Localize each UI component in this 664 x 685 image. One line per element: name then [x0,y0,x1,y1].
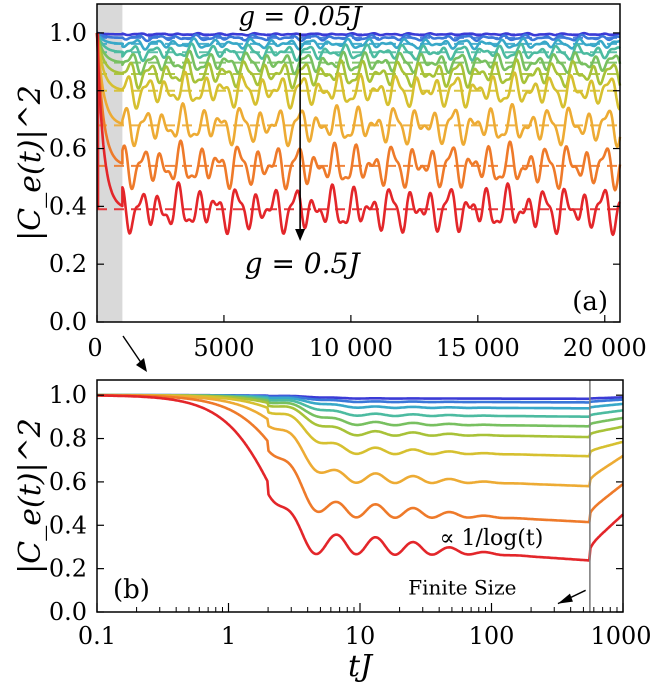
finite-size-label: Finite Size [408,576,516,600]
y-tick-label: 0.6 [49,135,87,163]
y-tick-label: 0.0 [49,308,87,336]
series-line-g-0.25 [95,32,622,76]
x-tick-label: 5000 [193,334,254,362]
series-line-g-0.45 [96,394,624,524]
y-tick-label: 1.0 [49,19,87,47]
y-tick-label: 0.8 [49,425,87,453]
series-line-g-0.05 [96,31,621,37]
y-tick-label: 0.0 [49,598,87,626]
series-line-g-0.1 [96,31,621,43]
panel-a-frame [96,3,621,323]
series-line-g-0.15 [95,32,621,51]
log-scaling-label: ∝ 1/log(t) [440,526,544,551]
zoom-connector-arrowhead [136,358,147,372]
g-increase-arrowhead [295,229,306,242]
panel-b-label: (b) [113,575,150,605]
panel-a-label: (a) [572,287,608,317]
panel-b-series [96,393,624,562]
series-line-g-0.2 [95,32,621,63]
x-tick-label: 1000 [590,622,651,650]
panel-b-y-ticks: 0.0 0.2 0.4 0.6 0.8 1.0 [49,381,623,626]
y-tick-label: 0.2 [49,250,87,278]
series-line-g-0.3 [95,32,622,90]
label-g-small: g = 0.05J [238,2,363,32]
series-line-g-0.45 [95,32,622,192]
panel-b-x-label: tJ [348,649,374,684]
x-tick-label: 10 [345,622,376,650]
x-tick-label: 1 [221,622,236,650]
panel-a-series [95,31,622,237]
series-line-g-0.4 [95,32,622,149]
finite-size-arrowhead [557,593,573,604]
panel-a-y-ticks: 0.0 0.2 0.4 0.6 0.8 1.0 [49,19,620,336]
y-tick-label: 0.2 [49,555,87,583]
panel-a-y-label: |C_e(t)|^2 [13,85,48,241]
y-tick-label: 1.0 [49,381,87,409]
y-tick-label: 0.6 [49,468,87,496]
panel-a-x-ticks: 0 5000 10 000 15 000 20 000 [87,315,647,362]
panel-b-y-label: |C_e(t)|^2 [13,418,48,574]
panel-a: 0.0 0.2 0.4 0.6 0.8 1.0 0 5000 10 000 15 000 20 0… [13,2,647,362]
panel-b: 0.0 0.2 0.4 0.6 0.8 1.0 0.1 1 10 100 1000 ∝ 1/log… [13,379,652,684]
series-line-g-0.4 [96,393,624,488]
label-g-large: g = 0.5J [245,247,362,280]
x-tick-label: 100 [469,622,515,650]
y-tick-label: 0.4 [49,192,87,220]
x-tick-label: 10 000 [309,334,393,362]
x-tick-label: 0 [87,334,102,362]
y-tick-label: 0.4 [49,511,87,539]
y-tick-label: 0.8 [49,77,87,105]
x-tick-label: 20 000 [563,334,647,362]
x-tick-label: 15 000 [436,334,520,362]
panel-b-x-ticks: 0.1 1 10 100 1000 [78,603,652,650]
x-tick-label: 0.1 [78,622,116,650]
series-line-g-0.35 [95,32,621,111]
series-line-g-0.5 [96,394,624,562]
series-line-g-0.5 [95,32,621,237]
